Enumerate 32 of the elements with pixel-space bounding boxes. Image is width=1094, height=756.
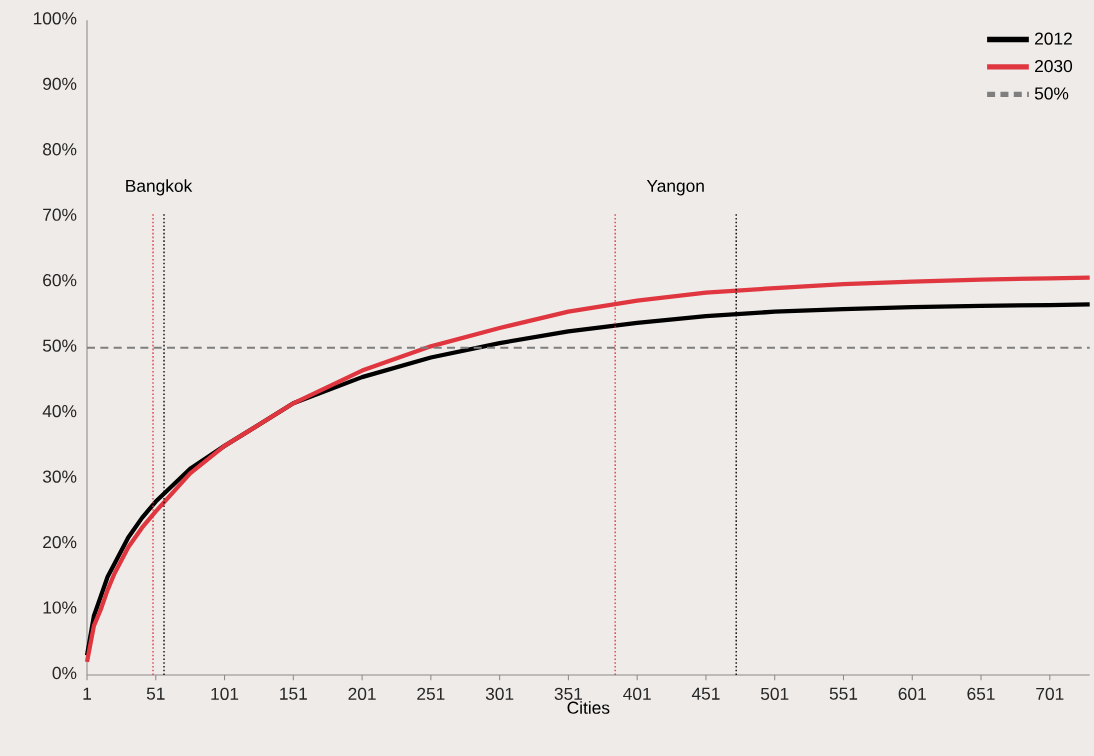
legend-label: 2030 (1035, 59, 1073, 73)
x-axis-title: Cities (567, 701, 610, 714)
y-tick-label: 70% (43, 208, 77, 221)
y-tick-label: 10% (43, 601, 77, 614)
x-tick-label: 301 (485, 687, 514, 700)
y-tick-label: 50% (42, 339, 77, 352)
ref-line-label: Yangon (646, 179, 704, 196)
y-tick-label: 100% (33, 12, 77, 25)
y-tick-label: 40% (42, 404, 77, 418)
x-tick-label: 601 (898, 687, 926, 700)
legend-label: 2012 (1035, 32, 1072, 45)
y-tick-label: 90% (43, 77, 77, 90)
x-tick-label: 651 (967, 687, 995, 700)
x-tick-label: 701 (1036, 687, 1064, 700)
y-tick-label: 0% (52, 666, 77, 680)
y-tick-label: 30% (42, 470, 77, 483)
x-tick-label: 451 (691, 687, 720, 700)
x-tick-label: 401 (623, 687, 651, 700)
ref-line-label: Bangkok (126, 179, 193, 196)
legend-label: 50% (1034, 87, 1069, 100)
x-tick-label: 551 (829, 687, 858, 700)
x-tick-label: 101 (211, 687, 239, 700)
x-tick-label: 201 (348, 687, 376, 700)
x-tick-label: 151 (280, 687, 307, 700)
x-tick-label: 351 (554, 687, 583, 700)
x-tick-label: 501 (760, 687, 789, 700)
y-tick-label: 20% (43, 535, 77, 549)
y-tick-label: 60% (43, 274, 77, 287)
x-tick-label: 1 (83, 687, 91, 700)
y-tick-label: 80% (43, 143, 77, 156)
x-tick-label: 51 (146, 687, 165, 700)
x-tick-label: 251 (417, 687, 445, 700)
